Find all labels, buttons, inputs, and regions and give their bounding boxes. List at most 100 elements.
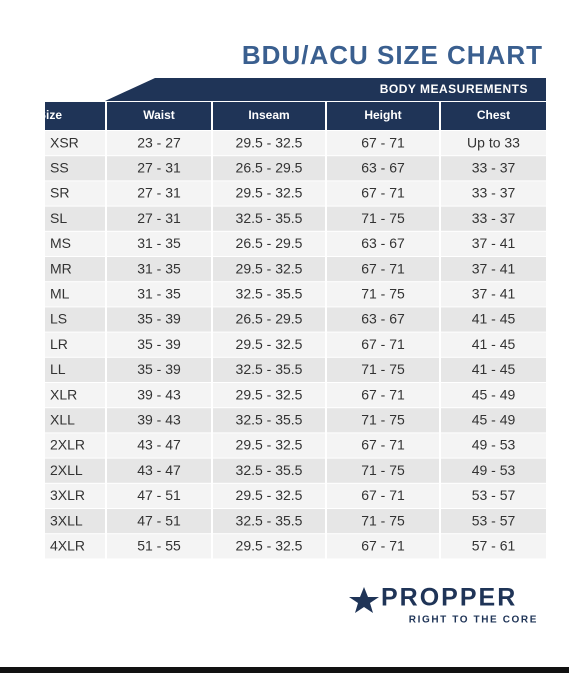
row-cell: [213, 433, 325, 458]
row-cell: [107, 206, 211, 231]
cell-text: MR: [50, 260, 72, 276]
row-cell: [441, 131, 546, 156]
row-cell: [441, 357, 546, 382]
row-cell: [107, 332, 211, 357]
cell-text: 41 - 45: [472, 361, 516, 377]
cell-text: LL: [50, 361, 66, 377]
row-cell: [327, 383, 439, 408]
cell-text: 31 - 35: [137, 260, 181, 276]
column-header: Size: [38, 108, 62, 122]
cell-text: 29.5 - 32.5: [236, 437, 303, 453]
row-cell: [213, 483, 325, 508]
group-band: [105, 78, 546, 101]
cell-text: XSR: [50, 134, 79, 150]
cell-text: 37 - 41: [472, 260, 516, 276]
cell-text: 32.5 - 35.5: [236, 361, 303, 377]
row-cell: [327, 458, 439, 483]
cell-text: 39 - 43: [137, 412, 181, 428]
cell-text: 29.5 - 32.5: [236, 336, 303, 352]
cell-text: 32.5 - 35.5: [236, 210, 303, 226]
cell-text: 71 - 75: [361, 462, 405, 478]
cell-text: 35 - 39: [137, 361, 181, 377]
cell-text: 67 - 71: [361, 260, 405, 276]
row-cell: [327, 257, 439, 282]
row-cell: [213, 307, 325, 332]
cell-text: 67 - 71: [361, 134, 405, 150]
row-cell: [45, 534, 105, 559]
cell-text: 35 - 39: [137, 336, 181, 352]
column-header: Chest: [477, 108, 510, 122]
row-cell: [213, 332, 325, 357]
logo-name: PROPPER: [381, 584, 517, 612]
column-header: Inseam: [248, 108, 289, 122]
cell-text: MS: [50, 235, 71, 251]
cell-text: 71 - 75: [361, 412, 405, 428]
row-cell: [441, 483, 546, 508]
row-cell: [213, 357, 325, 382]
cell-text: 53 - 57: [472, 487, 516, 503]
row-cell: [327, 357, 439, 382]
row-cell: [45, 131, 105, 156]
row-cell: [441, 257, 546, 282]
row-cell: [327, 282, 439, 307]
row-cell: [213, 206, 325, 231]
row-cell: [213, 509, 325, 534]
cell-text: 27 - 31: [137, 185, 181, 201]
row-cell: [107, 357, 211, 382]
header-cell: [327, 102, 439, 130]
row-cell: [45, 156, 105, 181]
cell-text: 32.5 - 35.5: [236, 412, 303, 428]
cell-text: 67 - 71: [361, 437, 405, 453]
row-cell: [45, 357, 105, 382]
row-cell: [441, 534, 546, 559]
row-cell: [441, 206, 546, 231]
cell-text: Up to 33: [467, 134, 520, 150]
row-cell: [107, 509, 211, 534]
cell-text: 67 - 71: [361, 538, 405, 554]
row-cell: [327, 483, 439, 508]
row-cell: [45, 282, 105, 307]
cell-text: 32.5 - 35.5: [236, 462, 303, 478]
row-cell: [213, 131, 325, 156]
cell-text: 71 - 75: [361, 512, 405, 528]
row-cell: [441, 458, 546, 483]
cell-text: 63 - 67: [361, 160, 405, 176]
row-cell: [107, 257, 211, 282]
cell-text: 67 - 71: [361, 386, 405, 402]
cell-text: 32.5 - 35.5: [236, 512, 303, 528]
row-cell: [45, 307, 105, 332]
cell-text: 31 - 35: [137, 235, 181, 251]
cell-text: SS: [50, 160, 69, 176]
cell-text: 35 - 39: [137, 311, 181, 327]
cell-text: 2XLR: [50, 437, 85, 453]
cell-text: 29.5 - 32.5: [236, 386, 303, 402]
row-cell: [441, 282, 546, 307]
row-cell: [213, 282, 325, 307]
row-cell: [45, 181, 105, 206]
cell-text: 33 - 37: [472, 210, 516, 226]
cell-text: 26.5 - 29.5: [236, 235, 303, 251]
row-cell: [45, 231, 105, 256]
header-cell: [45, 102, 105, 130]
row-cell: [441, 307, 546, 332]
row-cell: [213, 458, 325, 483]
cell-text: 49 - 53: [472, 437, 516, 453]
row-cell: [327, 509, 439, 534]
row-cell: [107, 458, 211, 483]
cell-text: 32.5 - 35.5: [236, 286, 303, 302]
cell-text: 71 - 75: [361, 286, 405, 302]
row-cell: [441, 383, 546, 408]
cell-text: 53 - 57: [472, 512, 516, 528]
header-cell: [213, 102, 325, 130]
header-cell: [107, 102, 211, 130]
row-cell: [107, 131, 211, 156]
cell-text: 3XLL: [50, 512, 83, 528]
row-cell: [441, 156, 546, 181]
cell-text: 29.5 - 32.5: [236, 538, 303, 554]
row-cell: [441, 231, 546, 256]
cell-text: 2XLL: [50, 462, 83, 478]
cell-text: 29.5 - 32.5: [236, 260, 303, 276]
row-cell: [107, 483, 211, 508]
